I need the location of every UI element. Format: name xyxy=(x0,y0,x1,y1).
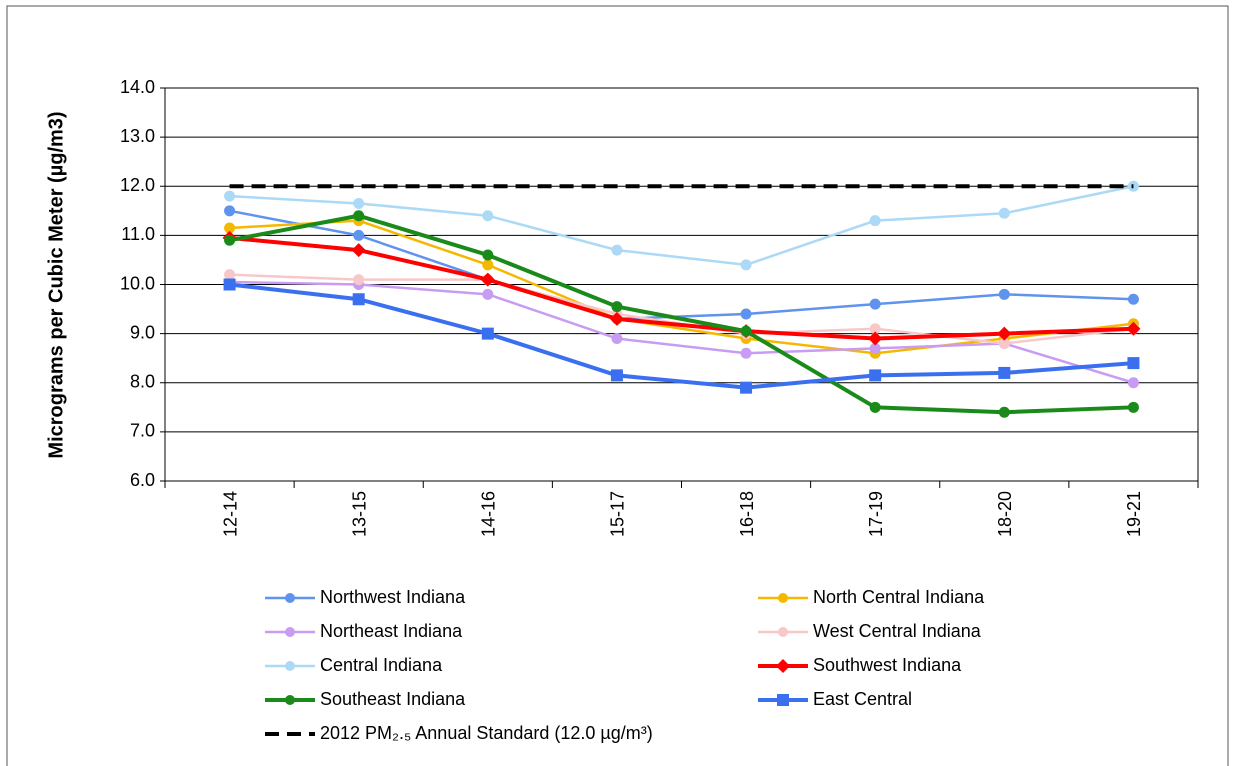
point xyxy=(223,278,236,291)
point xyxy=(1127,401,1139,413)
point xyxy=(353,274,365,286)
point xyxy=(224,234,236,246)
y-tick-label: 10.0 xyxy=(120,273,155,293)
y-tick-label: 13.0 xyxy=(120,126,155,146)
y-axis-title: Micrograms per Cubic Meter (µg/m3) xyxy=(45,111,67,458)
series-line xyxy=(229,280,1134,384)
point xyxy=(352,293,365,306)
point xyxy=(740,325,752,337)
point xyxy=(869,369,882,382)
point xyxy=(868,331,883,346)
legend-label: Northeast Indiana xyxy=(320,621,463,641)
series-line xyxy=(229,235,1134,341)
x-tick-label: 13-15 xyxy=(349,491,369,537)
legend-label: Southeast Indiana xyxy=(320,689,466,709)
legend-marker xyxy=(778,627,788,637)
point xyxy=(482,288,494,300)
x-tick-label: 14-16 xyxy=(479,491,499,537)
legend-marker xyxy=(285,593,295,603)
legend-label: Southwest Indiana xyxy=(813,655,962,675)
point xyxy=(224,269,236,281)
frame xyxy=(6,5,1229,766)
point xyxy=(224,190,236,202)
legend-marker xyxy=(285,695,295,705)
y-tick-label: 9.0 xyxy=(130,322,155,342)
series-line xyxy=(229,282,1134,390)
point xyxy=(998,337,1010,349)
y-tick-label: 11.0 xyxy=(121,224,155,244)
point xyxy=(611,244,623,256)
legend-label: 2012 PM₂.₅ Annual Standard (12.0 µg/m³) xyxy=(320,723,653,743)
point xyxy=(482,259,494,271)
legend-marker xyxy=(777,694,789,706)
x-tick-label: 12-14 xyxy=(220,491,240,537)
x-tick-label: 19-21 xyxy=(1124,491,1144,537)
point xyxy=(611,301,623,313)
y-tick-label: 7.0 xyxy=(130,421,155,441)
series-line xyxy=(229,209,1134,321)
legend-label: East Central xyxy=(813,689,912,709)
legend-label: Central Indiana xyxy=(320,655,443,675)
point xyxy=(1126,321,1141,336)
point xyxy=(869,401,881,413)
point xyxy=(224,205,236,217)
point xyxy=(1127,293,1139,305)
legend-label: North Central Indiana xyxy=(813,587,985,607)
point xyxy=(740,381,753,394)
point xyxy=(481,327,494,340)
x-tick-label: 17-19 xyxy=(866,491,886,537)
point xyxy=(740,347,752,359)
point xyxy=(997,326,1012,341)
point xyxy=(353,210,365,222)
point xyxy=(1127,357,1140,370)
point xyxy=(869,342,881,354)
point xyxy=(740,308,752,320)
point xyxy=(998,288,1010,300)
point xyxy=(869,298,881,310)
y-tick-label: 6.0 xyxy=(130,470,155,490)
point xyxy=(998,366,1011,379)
point xyxy=(998,207,1010,219)
point xyxy=(869,323,881,335)
legend-marker xyxy=(778,593,788,603)
legend-label: West Central Indiana xyxy=(813,621,982,641)
x-tick-label: 18-20 xyxy=(995,491,1015,537)
series-line xyxy=(229,213,1134,415)
point xyxy=(353,229,365,241)
y-tick-label: 12.0 xyxy=(120,175,155,195)
legend-label: Northwest Indiana xyxy=(320,587,466,607)
point xyxy=(609,311,624,326)
legend-marker xyxy=(285,661,295,671)
x-tick-label: 15-17 xyxy=(608,491,628,537)
point xyxy=(611,333,623,345)
point xyxy=(998,406,1010,418)
point xyxy=(610,369,623,382)
point xyxy=(869,215,881,227)
legend-marker xyxy=(776,659,790,673)
point xyxy=(482,249,494,261)
point xyxy=(480,272,495,287)
y-tick-label: 8.0 xyxy=(130,372,155,392)
point xyxy=(224,222,236,234)
y-tick-label: 14.0 xyxy=(120,77,155,97)
series-line xyxy=(229,185,1134,267)
x-tick-label: 16-18 xyxy=(737,491,757,537)
point xyxy=(1127,377,1139,389)
point xyxy=(740,259,752,271)
point xyxy=(482,210,494,222)
point xyxy=(353,197,365,209)
point xyxy=(351,243,366,258)
legend-marker xyxy=(285,627,295,637)
